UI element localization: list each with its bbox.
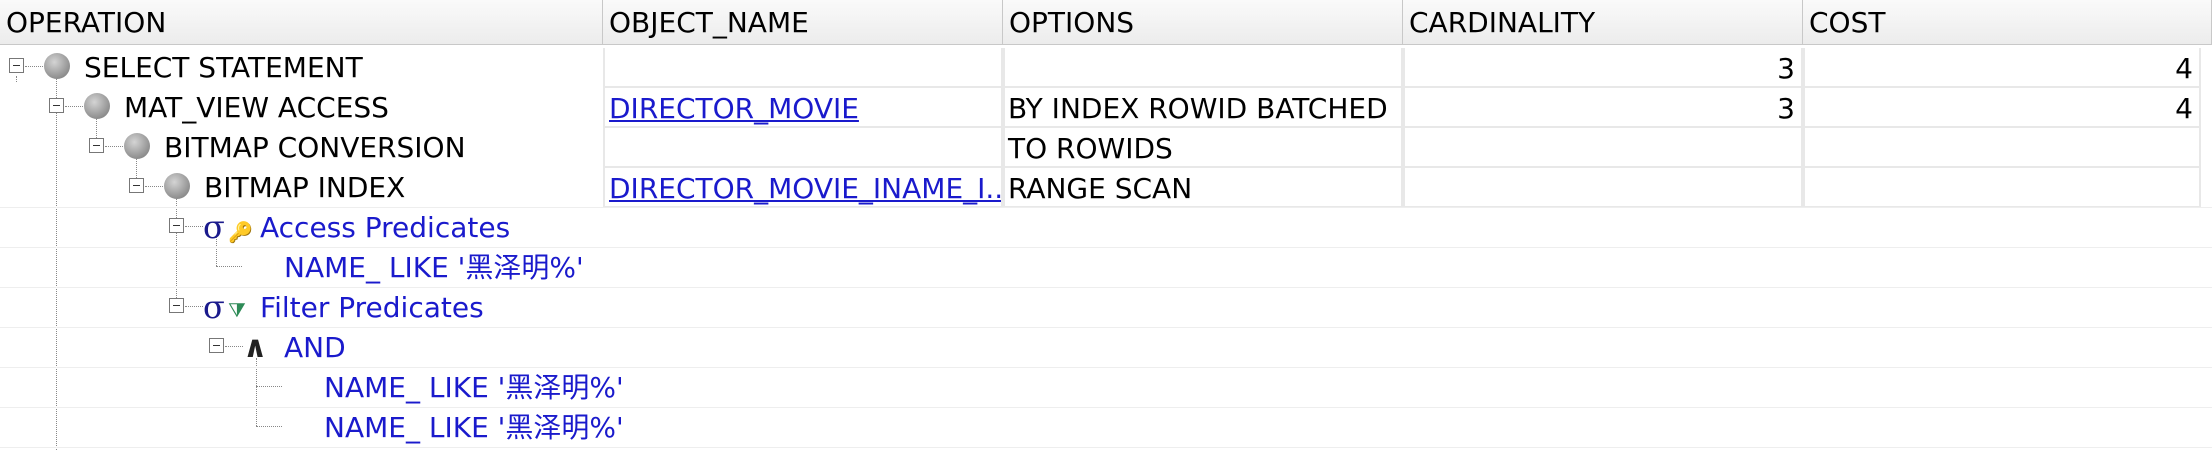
cardinality-cell: 3 (1403, 48, 1803, 88)
access-predicate-icon: σ (203, 208, 225, 246)
plan-node-icon (164, 173, 190, 199)
key-icon: 🔑 (228, 220, 253, 244)
object-name-cell (603, 48, 1003, 88)
collapse-toggle-icon[interactable] (169, 298, 184, 313)
and-label: AND (284, 331, 346, 364)
plan-node-icon (44, 53, 70, 79)
operation-cell: SELECT STATEMENT (84, 51, 363, 84)
options-cell: RANGE SCAN (1003, 168, 1403, 208)
cost-cell (1803, 128, 2201, 168)
plan-row[interactable]: BITMAP CONVERSION TO ROWIDS (0, 128, 2212, 168)
cardinality-cell: 3 (1403, 88, 1803, 128)
operation-cell: BITMAP INDEX (204, 171, 406, 204)
collapse-toggle-icon[interactable] (209, 338, 224, 353)
access-predicates-row[interactable]: σ 🔑 Access Predicates (0, 208, 2212, 248)
collapse-toggle-icon[interactable] (169, 218, 184, 233)
object-name-cell (603, 128, 1003, 168)
access-predicates-label: Access Predicates (260, 211, 511, 244)
filter-predicate-text: NAME_ LIKE '黑泽明%' (324, 371, 624, 404)
object-name-link[interactable]: DIRECTOR_MOVIE_INAME_I... (603, 168, 1003, 208)
filter-predicates-row[interactable]: σ ⧩ Filter Predicates (0, 288, 2212, 328)
filter-predicates-label: Filter Predicates (260, 291, 484, 324)
header-object-name[interactable]: OBJECT_NAME (603, 0, 1003, 44)
header-cardinality[interactable]: CARDINALITY (1403, 0, 1803, 44)
operation-cell: BITMAP CONVERSION (164, 131, 466, 164)
collapse-toggle-icon[interactable] (89, 138, 104, 153)
funnel-icon: ⧩ (228, 298, 246, 322)
plan-row[interactable]: SELECT STATEMENT 3 4 (0, 48, 2212, 88)
header-operation[interactable]: OPERATION (0, 0, 603, 44)
filter-predicate-icon: σ (203, 288, 225, 326)
access-predicate-text: NAME_ LIKE '黑泽明%' (284, 251, 584, 284)
operation-cell: MAT_VIEW ACCESS (124, 91, 389, 124)
plan-row[interactable]: BITMAP INDEX DIRECTOR_MOVIE_INAME_I... R… (0, 168, 2212, 208)
header-cost[interactable]: COST (1803, 0, 2212, 44)
options-cell (1003, 48, 1403, 88)
object-name-link[interactable]: DIRECTOR_MOVIE (603, 88, 1003, 128)
column-header-row: OPERATION OBJECT_NAME OPTIONS CARDINALIT… (0, 0, 2212, 45)
predicate-row[interactable]: NAME_ LIKE '黑泽明%' (0, 368, 2212, 408)
cost-cell: 4 (1803, 48, 2201, 88)
options-cell: TO ROWIDS (1003, 128, 1403, 168)
filter-predicate-text: NAME_ LIKE '黑泽明%' (324, 411, 624, 444)
plan-row[interactable]: MAT_VIEW ACCESS DIRECTOR_MOVIE BY INDEX … (0, 88, 2212, 128)
predicate-row[interactable]: NAME_ LIKE '黑泽明%' (0, 408, 2212, 448)
plan-node-icon (84, 93, 110, 119)
collapse-toggle-icon[interactable] (49, 98, 64, 113)
cost-cell (1803, 168, 2201, 208)
collapse-toggle-icon[interactable] (9, 58, 24, 73)
and-operator-icon: ∧ (243, 330, 268, 365)
cardinality-cell (1403, 168, 1803, 208)
cost-cell: 4 (1803, 88, 2201, 128)
collapse-toggle-icon[interactable] (129, 178, 144, 193)
cardinality-cell (1403, 128, 1803, 168)
header-options[interactable]: OPTIONS (1003, 0, 1403, 44)
predicate-row[interactable]: NAME_ LIKE '黑泽明%' (0, 248, 2212, 288)
options-cell: BY INDEX ROWID BATCHED (1003, 88, 1403, 128)
plan-node-icon (124, 133, 150, 159)
and-operator-row[interactable]: ∧ AND (0, 328, 2212, 368)
